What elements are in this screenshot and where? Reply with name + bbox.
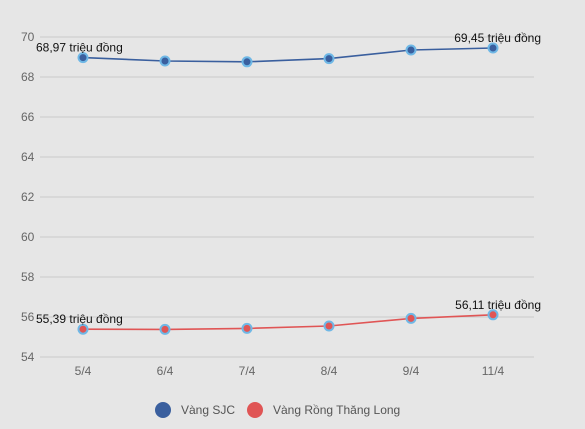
data-labels: 68,97 triệu đồng 69,45 triệu đồng 55,39 tr… (36, 31, 541, 326)
y-tick-label: 60 (21, 230, 35, 244)
legend-label[interactable]: Vàng SJC (181, 403, 235, 417)
data-point[interactable] (487, 309, 499, 321)
y-tick-label: 54 (21, 350, 35, 364)
y-tick-label: 64 (21, 150, 35, 164)
data-point[interactable] (159, 323, 171, 335)
series-0 (77, 42, 499, 68)
legend: Vàng SJC Vàng Rồng Thăng Long (155, 402, 400, 418)
y-tick-label: 62 (21, 190, 35, 204)
legend-label[interactable]: Vàng Rồng Thăng Long (273, 403, 400, 417)
x-tick-label: 5/4 (75, 364, 92, 378)
x-tick-label: 9/4 (403, 364, 420, 378)
data-point[interactable] (241, 322, 253, 334)
data-point[interactable] (487, 42, 499, 54)
data-point[interactable] (405, 44, 417, 56)
y-tick-label: 70 (21, 30, 35, 44)
data-point[interactable] (159, 55, 171, 67)
legend-swatch[interactable] (155, 402, 171, 418)
legend-swatch[interactable] (247, 402, 263, 418)
x-tick-label: 11/4 (482, 364, 505, 378)
x-tick-label: 8/4 (321, 364, 338, 378)
grid-lines (40, 36, 534, 358)
series-line (82, 314, 494, 331)
x-axis-tick-labels: 5/4 6/4 7/4 8/4 9/4 11/4 (75, 364, 505, 378)
data-label: 56,11 triệu đồng (455, 298, 541, 312)
data-point[interactable] (405, 312, 417, 324)
data-label: 69,45 triệu đồng (454, 31, 541, 45)
data-label: 55,39 triệu đồng (36, 312, 123, 326)
series-line (82, 47, 494, 63)
data-point[interactable] (77, 52, 89, 64)
y-tick-label: 56 (21, 310, 35, 324)
y-axis-tick-labels: 54 56 58 60 62 64 66 68 70 (21, 30, 35, 364)
y-tick-label: 66 (21, 110, 35, 124)
data-point[interactable] (323, 320, 335, 332)
series-layer (77, 42, 499, 335)
y-tick-label: 68 (21, 70, 35, 84)
x-tick-label: 6/4 (157, 364, 174, 378)
data-point[interactable] (77, 323, 89, 335)
x-tick-label: 7/4 (239, 364, 256, 378)
data-point[interactable] (241, 56, 253, 68)
series-1 (77, 309, 499, 335)
data-label: 68,97 triệu đồng (36, 41, 123, 55)
data-point[interactable] (323, 53, 335, 65)
y-tick-label: 58 (21, 270, 35, 284)
